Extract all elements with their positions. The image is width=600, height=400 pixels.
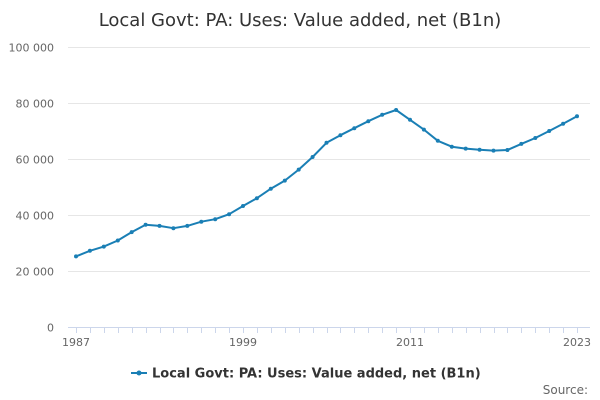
data-point[interactable] xyxy=(185,223,190,228)
series-group xyxy=(74,108,579,259)
data-point[interactable] xyxy=(533,136,538,140)
data-point[interactable] xyxy=(505,148,510,152)
data-point[interactable] xyxy=(171,226,176,231)
data-point[interactable] xyxy=(268,186,273,191)
legend-label[interactable]: Local Govt: PA: Uses: Value added, net (… xyxy=(152,367,481,382)
data-point[interactable] xyxy=(575,114,579,119)
data-point[interactable] xyxy=(213,217,218,222)
data-point[interactable] xyxy=(519,141,524,146)
data-point[interactable] xyxy=(380,112,385,117)
y-tick-label: 40 000 xyxy=(16,210,55,223)
data-point[interactable] xyxy=(227,212,232,217)
data-point[interactable] xyxy=(199,219,204,224)
data-point[interactable] xyxy=(115,238,120,243)
source-label: Source: xyxy=(543,383,588,397)
data-point[interactable] xyxy=(547,129,552,133)
data-point[interactable] xyxy=(241,204,245,208)
chart-title: Local Govt: PA: Uses: Value added, net (… xyxy=(99,10,502,31)
data-point[interactable] xyxy=(254,196,259,201)
data-point[interactable] xyxy=(491,148,496,153)
x-tick-label: 2011 xyxy=(396,336,424,349)
y-tick-label: 80 000 xyxy=(16,98,55,111)
data-point[interactable] xyxy=(101,244,106,249)
y-tick-label: 0 xyxy=(47,322,54,335)
data-point[interactable] xyxy=(310,155,315,159)
data-point[interactable] xyxy=(143,222,148,227)
y-tick-label: 60 000 xyxy=(16,154,55,167)
data-point[interactable] xyxy=(282,178,287,183)
data-point[interactable] xyxy=(435,138,440,143)
series-line xyxy=(75,109,578,258)
data-point[interactable] xyxy=(157,223,162,228)
y-tick-label: 100 000 xyxy=(9,42,55,55)
data-point[interactable] xyxy=(561,121,566,126)
data-point[interactable] xyxy=(463,146,468,151)
legend[interactable]: Local Govt: PA: Uses: Value added, net (… xyxy=(131,367,481,382)
data-point[interactable] xyxy=(449,144,454,149)
data-point[interactable] xyxy=(74,254,78,259)
x-axis: 1987 1999 2011 2023 xyxy=(62,327,591,349)
legend-dot-marker xyxy=(136,370,142,376)
data-point[interactable] xyxy=(408,117,412,122)
y-axis: 0 20 000 40 000 60 000 80 000 100 000 xyxy=(9,42,55,335)
data-point[interactable] xyxy=(352,126,357,131)
data-point[interactable] xyxy=(129,230,134,235)
grid xyxy=(68,47,590,272)
x-tick-label: 1999 xyxy=(229,336,257,349)
y-tick-label: 20 000 xyxy=(16,266,55,279)
data-point[interactable] xyxy=(394,108,399,112)
data-point[interactable] xyxy=(87,248,92,253)
data-point[interactable] xyxy=(338,133,343,138)
data-point[interactable] xyxy=(477,147,482,152)
data-point[interactable] xyxy=(324,140,329,145)
data-point[interactable] xyxy=(296,167,301,172)
data-point[interactable] xyxy=(421,127,426,132)
data-point[interactable] xyxy=(366,119,371,124)
x-tick-label: 2023 xyxy=(563,336,591,349)
x-tick-label: 1987 xyxy=(62,336,90,349)
